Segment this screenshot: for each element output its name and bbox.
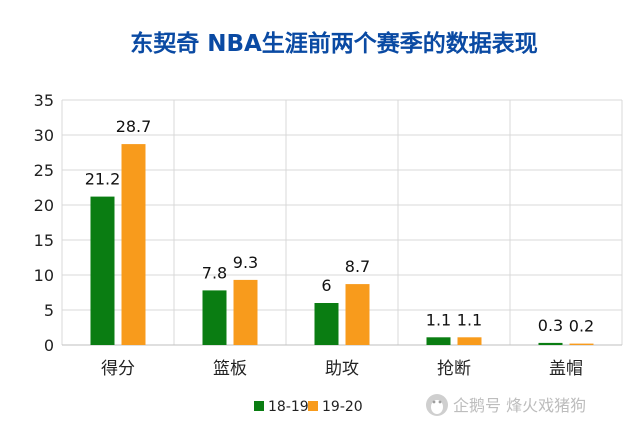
data-label: 0.3 [538,316,563,335]
x-tick-label: 助攻 [325,359,359,379]
y-tick-label: 30 [34,126,54,145]
data-label: 0.2 [569,317,594,336]
chart-title: 东契奇 NBA生涯前两个赛季的数据表现 [130,30,538,57]
legend-swatch [308,401,318,411]
data-label: 21.2 [85,170,121,189]
x-tick-label: 盖帽 [549,359,583,379]
y-tick-label: 20 [34,196,54,215]
y-tick-label: 0 [44,336,54,355]
data-label: 7.8 [202,263,227,282]
x-tick-label: 抢断 [437,359,471,379]
bar-18-19-4 [538,342,563,345]
data-label: 8.7 [345,257,370,276]
y-tick-label: 25 [34,161,54,180]
bar-19-20-4 [569,343,594,345]
x-axis: 得分 篮板 助攻 抢断 盖帽 [101,359,583,379]
watermark: 企鹅号 烽火戏猪狗 [426,394,586,416]
legend-label: 18-19 [268,399,309,415]
data-label: 1.1 [426,310,451,329]
data-label: 9.3 [233,253,258,272]
bars [90,144,594,345]
data-label: 6 [321,276,331,295]
legend-swatch [254,401,264,411]
plot-area [61,99,623,346]
bar-19-20-2 [345,284,370,345]
legend: 18-19 19-20 [254,399,363,415]
bar-18-19-1 [202,290,227,345]
data-labels: 21.2 28.7 7.8 9.3 6 8.7 1.1 1.1 0.3 0.2 [85,117,595,336]
x-tick-label: 得分 [101,359,135,379]
y-tick-label: 10 [34,266,54,285]
y-axis: 0 5 10 15 20 25 30 35 [34,91,54,355]
data-label: 28.7 [116,117,152,136]
y-tick-label: 35 [34,91,54,110]
legend-label: 19-20 [322,399,363,415]
bar-19-20-1 [233,279,258,345]
penguin-logo-icon [426,394,448,416]
bar-18-19-3 [426,337,451,345]
data-label: 1.1 [457,310,482,329]
y-tick-label: 15 [34,231,54,250]
bar-18-19-2 [314,303,339,345]
watermark-text: 企鹅号 烽火戏猪狗 [453,396,586,415]
x-tick-label: 篮板 [213,359,247,379]
bar-19-20-0 [121,144,146,345]
bar-19-20-3 [457,337,482,345]
y-tick-label: 5 [44,301,54,320]
bar-18-19-0 [90,196,115,345]
